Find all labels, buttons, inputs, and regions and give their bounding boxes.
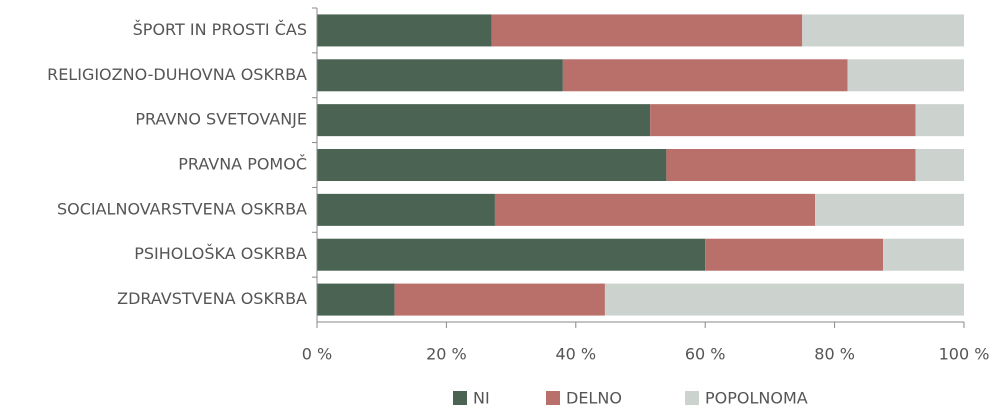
y-tick-label: PSIHOLOŠKA OSKRBA (134, 244, 307, 263)
bar-segment (562, 59, 848, 92)
x-tick-label: 80 % (814, 345, 855, 364)
bar-segment (847, 59, 964, 92)
bar-segment (317, 104, 651, 137)
x-tick-label: 60 % (685, 345, 726, 364)
legend-swatch (546, 391, 560, 405)
bar-segment (802, 14, 964, 47)
legend-label: POPOLNOMA (705, 389, 808, 408)
bar-segment (650, 104, 916, 137)
bar-segment (915, 104, 964, 137)
bar-segment (604, 283, 964, 316)
legend-label: DELNO (566, 389, 622, 408)
y-tick-label: SOCIALNOVARSTVENA OSKRBA (57, 199, 307, 218)
bar-segment (705, 238, 884, 271)
bar-segment (491, 14, 803, 47)
bar-segment (815, 193, 964, 226)
bar-segment (317, 59, 563, 92)
bar-segment (915, 149, 964, 181)
y-tick-label: PRAVNO SVETOVANJE (135, 110, 307, 129)
bar-segment (494, 193, 816, 226)
legend-swatch (453, 391, 467, 405)
bar-segment (317, 14, 492, 47)
x-tick-label: 0 % (302, 345, 332, 364)
x-tick-label: 40 % (555, 345, 596, 364)
y-tick-label: ŠPORT IN PROSTI ČAS (133, 20, 307, 39)
x-tick-label: 20 % (426, 345, 467, 364)
y-tick-label: ZDRAVSTVENA OSKRBA (117, 289, 307, 308)
bar-segment (317, 149, 667, 181)
bar-segment (883, 238, 964, 271)
bar-segment (317, 193, 495, 226)
bar-segment (394, 283, 605, 316)
bar-segment (666, 149, 916, 181)
bar-segment (317, 283, 395, 316)
y-tick-label: RELIGIOZNO-DUHOVNA OSKRBA (47, 65, 307, 84)
legend-label: NI (473, 389, 490, 408)
bar-segment (317, 238, 706, 271)
legend-swatch (685, 391, 699, 405)
y-tick-label: PRAVNA POMOČ (178, 155, 307, 174)
x-tick-label: 100 % (939, 345, 990, 364)
